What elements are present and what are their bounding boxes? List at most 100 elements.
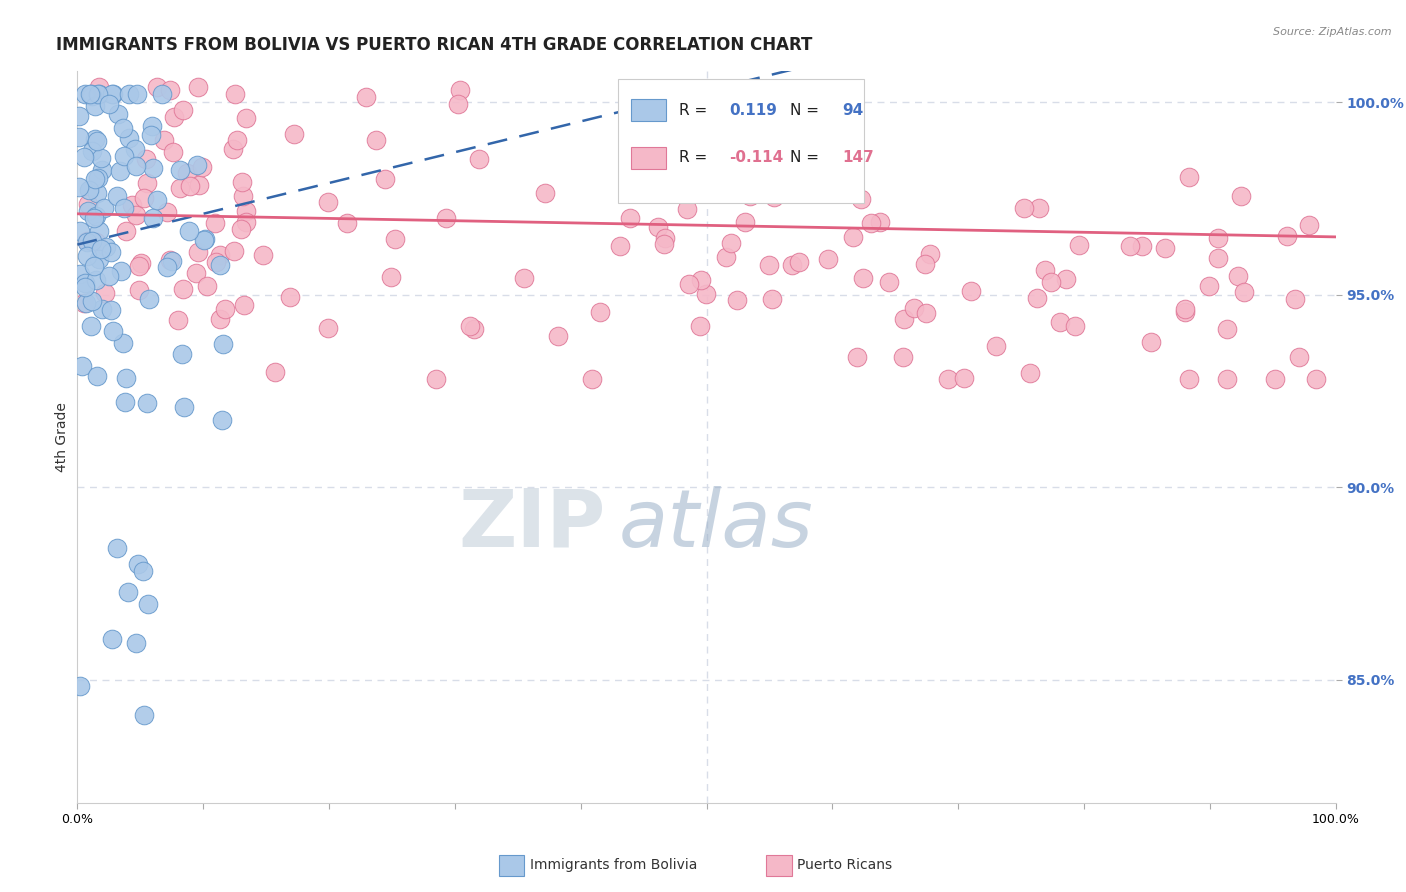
Point <box>775 153 797 167</box>
Point <box>821 174 844 188</box>
Point <box>107 106 129 120</box>
Point <box>914 257 936 271</box>
Point <box>316 194 339 209</box>
Point <box>86 186 108 200</box>
Point <box>112 335 135 350</box>
Text: atlas: atlas <box>619 486 813 564</box>
Point <box>1298 218 1320 232</box>
Point <box>1039 275 1062 289</box>
Point <box>193 233 215 247</box>
Point <box>98 269 121 284</box>
Point <box>235 214 257 228</box>
Point <box>869 215 891 229</box>
Point <box>1216 372 1239 386</box>
Point <box>589 305 612 319</box>
Point <box>654 231 676 245</box>
Point <box>212 337 235 351</box>
Point <box>101 87 124 102</box>
Point <box>714 251 737 265</box>
Point <box>93 201 115 215</box>
Point <box>141 119 163 133</box>
Point <box>842 230 865 244</box>
Point <box>1012 201 1035 215</box>
Point <box>264 365 287 379</box>
Point <box>224 87 246 101</box>
Point <box>447 97 470 112</box>
Point <box>1028 201 1050 215</box>
Point <box>90 302 112 317</box>
Point <box>125 159 148 173</box>
Text: IMMIGRANTS FROM BOLIVIA VS PUERTO RICAN 4TH GRADE CORRELATION CHART: IMMIGRANTS FROM BOLIVIA VS PUERTO RICAN … <box>56 36 813 54</box>
Point <box>84 132 107 146</box>
Point <box>112 149 135 163</box>
Point <box>114 394 136 409</box>
Point <box>80 294 103 309</box>
Point <box>105 189 128 203</box>
Point <box>73 87 96 102</box>
Point <box>124 142 146 156</box>
Point <box>231 175 253 189</box>
Point <box>125 208 148 222</box>
Text: Immigrants from Bolivia: Immigrants from Bolivia <box>530 858 697 872</box>
Point <box>787 255 810 269</box>
Point <box>195 279 218 293</box>
FancyBboxPatch shape <box>631 146 666 169</box>
Point <box>87 170 110 185</box>
Point <box>80 87 103 102</box>
Point <box>846 351 869 365</box>
Point <box>91 162 114 177</box>
Point <box>849 193 872 207</box>
Point <box>619 211 641 226</box>
Point <box>76 235 98 249</box>
Point <box>121 197 143 211</box>
Point <box>90 151 112 165</box>
Point <box>214 302 236 317</box>
Point <box>609 238 631 252</box>
Point <box>960 285 983 299</box>
Point <box>83 172 105 186</box>
Point <box>647 219 669 234</box>
Point <box>1264 372 1286 386</box>
Point <box>222 142 245 156</box>
Point <box>173 401 195 415</box>
Point <box>136 597 159 611</box>
Point <box>1208 231 1230 245</box>
Point <box>463 321 485 335</box>
Point <box>336 216 359 230</box>
Point <box>86 134 108 148</box>
Point <box>235 203 257 218</box>
Point <box>129 256 152 270</box>
Point <box>252 248 274 262</box>
Point <box>87 87 110 102</box>
Point <box>105 541 128 555</box>
Point <box>725 293 748 307</box>
Point <box>1208 251 1230 265</box>
Point <box>110 264 132 278</box>
Point <box>208 247 231 261</box>
Point <box>156 205 179 219</box>
Text: Puerto Ricans: Puerto Ricans <box>797 858 893 872</box>
Point <box>581 372 603 386</box>
Point <box>96 240 118 254</box>
Point <box>75 279 97 293</box>
Point <box>914 306 936 320</box>
Point <box>82 144 104 158</box>
Point <box>86 368 108 383</box>
Point <box>817 252 839 267</box>
Point <box>891 351 914 365</box>
Point <box>208 259 231 273</box>
Point <box>1025 291 1047 305</box>
Point <box>918 247 941 261</box>
Point <box>84 209 107 223</box>
Point <box>83 259 105 273</box>
Point <box>111 121 134 136</box>
Point <box>879 275 901 289</box>
Point <box>134 708 156 723</box>
Point <box>1284 292 1306 306</box>
Point <box>75 296 97 310</box>
Point <box>125 636 148 650</box>
Text: N =: N = <box>790 150 824 165</box>
Point <box>1049 315 1071 329</box>
Point <box>80 89 103 103</box>
Y-axis label: 4th Grade: 4th Grade <box>55 402 69 472</box>
